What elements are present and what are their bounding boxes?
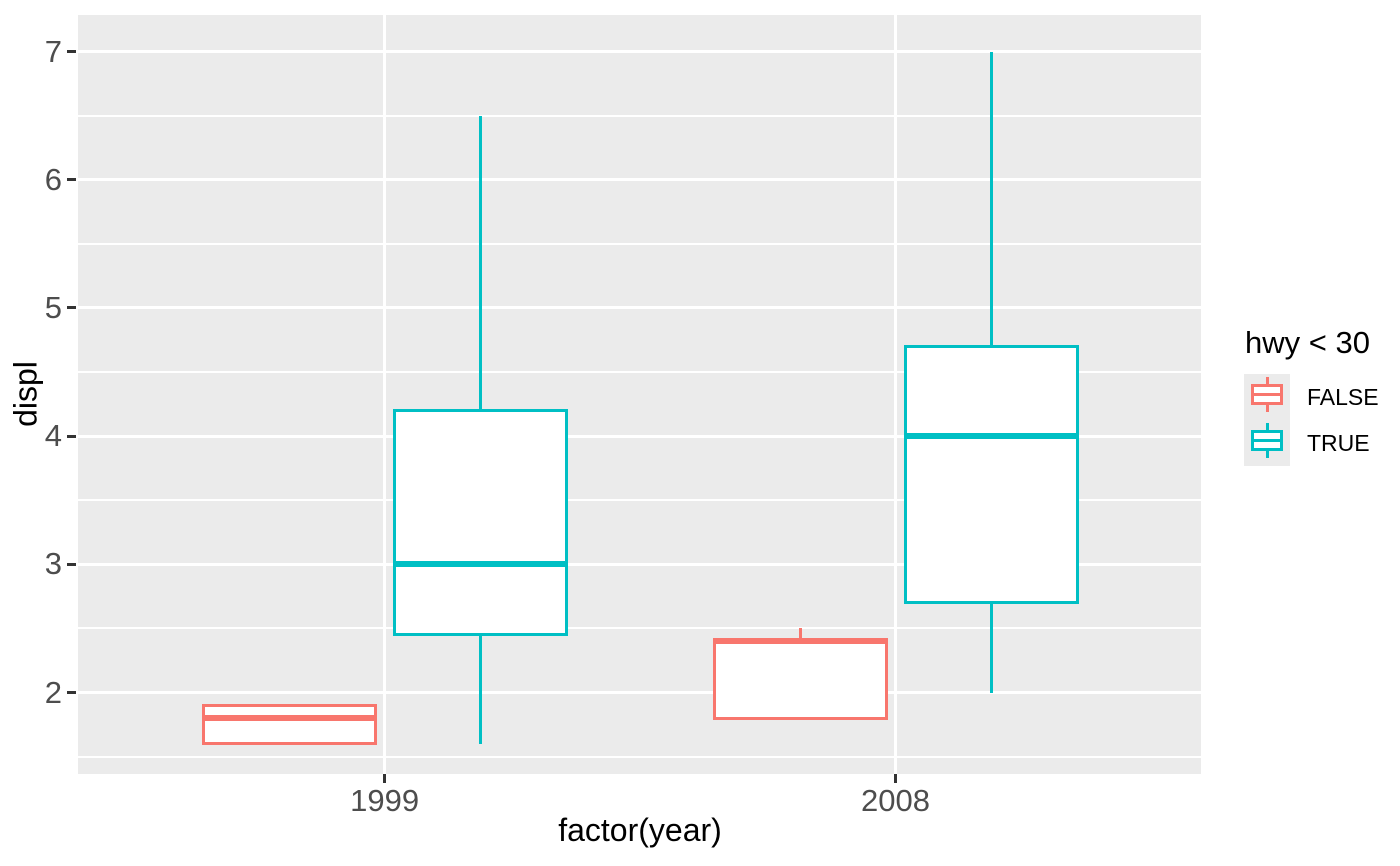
key-median: [1251, 393, 1283, 396]
y-tick-label: 7: [44, 33, 62, 69]
gridline-major: [78, 306, 1201, 310]
legend-title: hwy < 30: [1245, 325, 1370, 360]
y-tick-mark: [67, 562, 76, 566]
gridline-major: [78, 178, 1201, 182]
gridline-minor: [78, 242, 1201, 245]
gridline-major-vertical: [383, 15, 387, 774]
gridline-major: [78, 562, 1201, 566]
y-tick-mark: [67, 50, 76, 54]
gridline-major-vertical: [894, 15, 898, 774]
boxplot-key-icon-false: [1244, 374, 1290, 420]
boxplot-median: [201, 715, 377, 722]
boxplot-box: [392, 409, 568, 637]
boxplot-box: [201, 703, 377, 746]
boxplot-whisker-lower: [478, 634, 482, 744]
y-tick-label: 2: [44, 674, 62, 710]
gridline-minor: [78, 627, 1201, 630]
key-stem-top: [1265, 377, 1269, 384]
x-tick-label: 1999: [350, 783, 420, 818]
x-axis-title: factor(year): [558, 812, 722, 848]
y-tick-label: 4: [44, 418, 62, 454]
gridline-minor: [78, 499, 1201, 502]
y-tick-mark: [67, 434, 76, 438]
gridline-minor: [78, 755, 1201, 758]
y-tick-mark: [67, 178, 76, 182]
y-tick-mark: [67, 306, 76, 310]
boxplot-box: [712, 639, 888, 720]
gridline-minor: [78, 114, 1201, 117]
legend-label-true: TRUE: [1307, 430, 1370, 456]
boxplot-whisker-upper: [478, 115, 482, 411]
gridline-major: [78, 50, 1201, 54]
boxplot-whisker-upper: [989, 51, 993, 347]
legend-label-false: FALSE: [1307, 384, 1379, 410]
boxplot-median: [712, 638, 888, 645]
x-tick-label: 2008: [861, 783, 931, 818]
plot-panel: [78, 15, 1201, 774]
y-tick-label: 3: [44, 546, 62, 582]
key-median: [1251, 439, 1283, 442]
key-stem-top: [1265, 423, 1269, 430]
x-tick-mark: [894, 774, 898, 783]
boxplot-median: [903, 433, 1079, 440]
x-tick-mark: [383, 774, 387, 783]
boxplot-median: [392, 561, 568, 568]
key-stem-bottom: [1265, 405, 1269, 412]
key-stem-bottom: [1265, 451, 1269, 458]
y-axis-title: displ: [7, 361, 44, 427]
boxplot-whisker-upper: [798, 628, 802, 642]
gridline-major: [78, 434, 1201, 438]
y-tick-label: 5: [44, 289, 62, 325]
boxplot-whisker-lower: [989, 602, 993, 693]
y-tick-mark: [67, 691, 76, 695]
boxplot-box: [903, 344, 1079, 605]
y-tick-label: 6: [44, 161, 62, 197]
gridline-major: [78, 691, 1201, 695]
gridline-minor: [78, 371, 1201, 374]
boxplot-key-icon-true: [1244, 420, 1290, 466]
